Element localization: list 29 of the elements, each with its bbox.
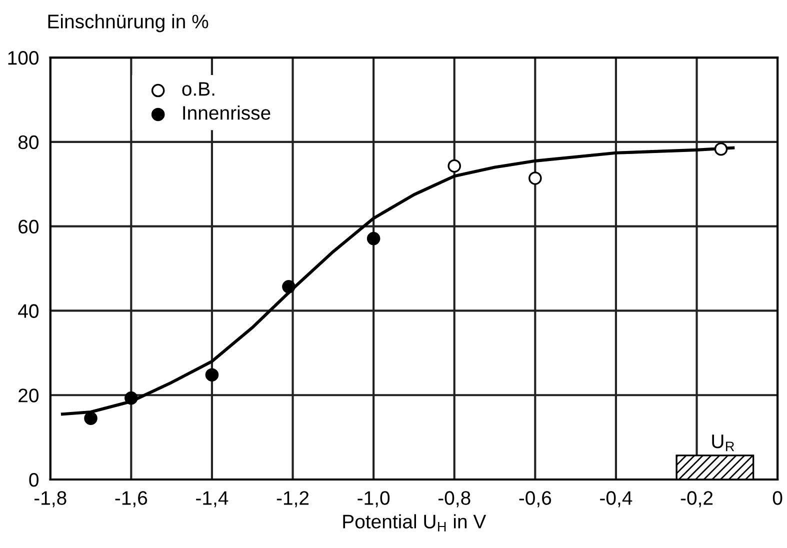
point — [84, 412, 98, 425]
point — [205, 368, 219, 382]
point — [528, 172, 542, 185]
point — [448, 159, 462, 173]
y-tick-label: 0 — [29, 472, 38, 487]
x-tick-label: -1,8 — [34, 491, 66, 508]
legend-label: Innenrisse — [183, 105, 270, 120]
x-tick-label: -1,2 — [276, 491, 309, 508]
point — [714, 142, 728, 156]
point — [282, 280, 296, 294]
point — [124, 391, 138, 405]
x-axis-title: Potential U$_{H}$ in V — [343, 514, 486, 532]
point — [366, 232, 380, 246]
x-tick-label: -1,6 — [115, 491, 148, 508]
legend-label: o.B. — [182, 82, 214, 96]
x-tick-label: -0,2 — [680, 491, 713, 508]
y-tick-label: 20 — [18, 388, 38, 402]
x-tick-label: 0 — [772, 491, 782, 505]
x-tick-label: -0,6 — [519, 491, 552, 508]
x-tick-label: -1,0 — [358, 491, 390, 508]
y-tick-label: 80 — [18, 135, 38, 150]
y-tick-label: 60 — [18, 220, 38, 234]
y-tick-label: 100 — [8, 51, 38, 65]
x-tick-label: -0,4 — [600, 491, 632, 508]
x-tick-label: -1,4 — [196, 491, 228, 508]
band-label: U$_{R}$ — [712, 434, 734, 452]
y-tick-label: 40 — [18, 304, 38, 318]
x-tick-label: -0,8 — [438, 491, 470, 508]
y-axis-title: Einschnürung in % — [48, 14, 208, 32]
